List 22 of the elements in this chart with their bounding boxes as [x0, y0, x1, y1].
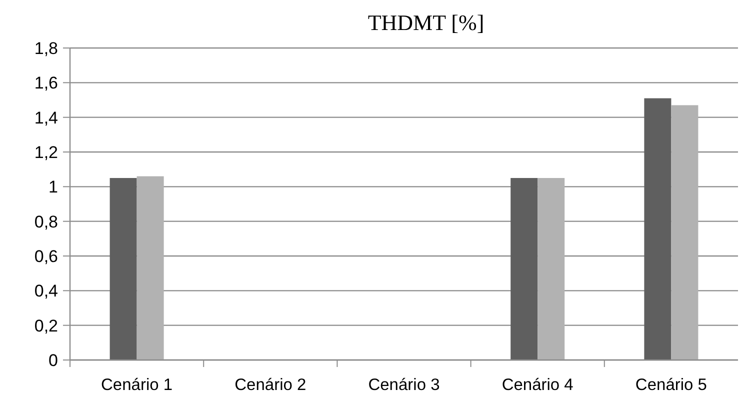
x-tick-label: Cenário 4	[502, 376, 574, 394]
y-tick-label: 0,8	[34, 212, 58, 232]
x-tick-label: Cenário 5	[635, 376, 707, 394]
bar	[644, 98, 672, 360]
bar	[110, 178, 137, 360]
y-tick-label: 0,4	[34, 282, 58, 301]
y-tick-label: 1,4	[34, 108, 58, 128]
x-tick-label: Cenário 2	[234, 376, 306, 394]
x-tick-label: Cenário 3	[368, 376, 440, 394]
y-tick-label: 1,6	[34, 74, 58, 93]
y-tick-label: 1,8	[34, 38, 58, 58]
y-tick-label: 1	[48, 178, 58, 197]
y-tick-label: 1,2	[34, 142, 58, 162]
bar	[671, 105, 698, 360]
chart-title: THDMT [%]	[368, 10, 484, 35]
bar	[510, 178, 538, 360]
x-tick-label: Cenário 1	[101, 376, 173, 394]
y-tick-label: 0,6	[34, 246, 58, 266]
bar	[136, 176, 164, 360]
bar	[538, 178, 565, 360]
y-tick-label: 0	[48, 350, 58, 370]
y-tick-label: 0,2	[34, 316, 58, 336]
